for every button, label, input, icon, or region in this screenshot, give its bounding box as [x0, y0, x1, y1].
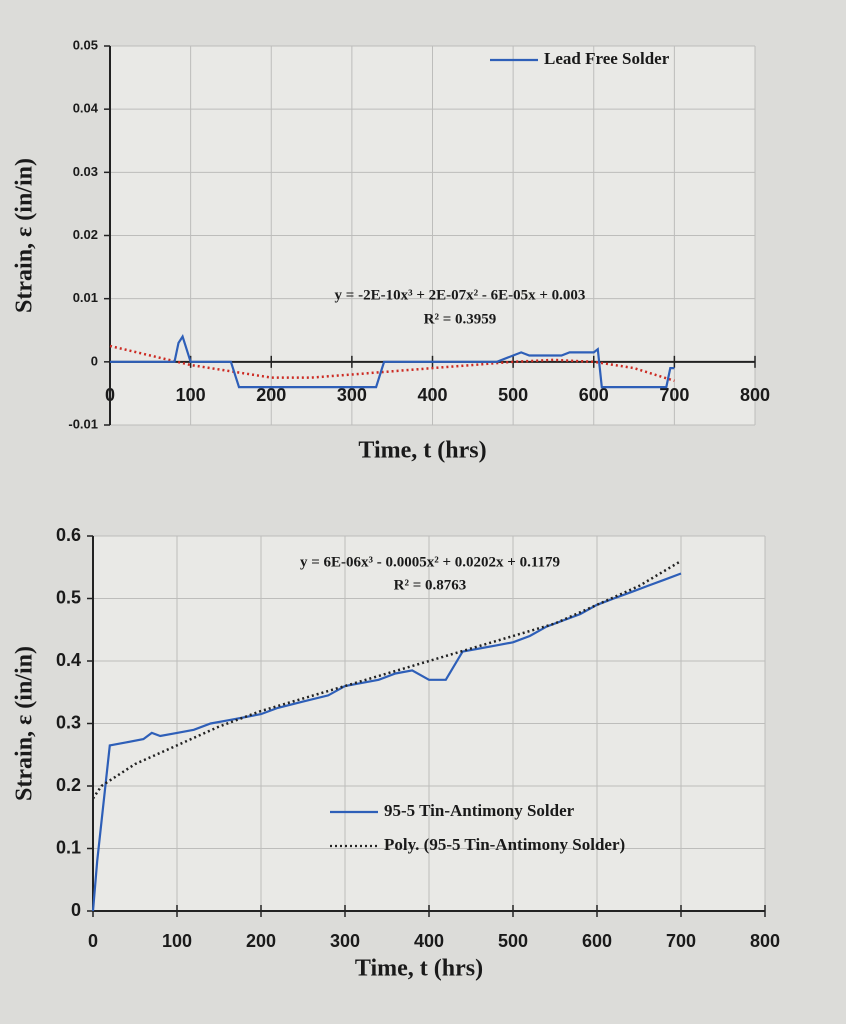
- x-tick-label: 400: [417, 385, 447, 405]
- y-tick-label: 0.4: [56, 650, 81, 670]
- x-tick-label: 600: [579, 385, 609, 405]
- y-axis-title: Strain, ε (in/in): [12, 646, 38, 801]
- x-axis-title: Time, t (hrs): [355, 956, 483, 982]
- x-tick-label: 500: [498, 385, 528, 405]
- x-tick-label: 500: [498, 931, 528, 951]
- legend-label: 95-5 Tin-Antimony Solder: [384, 801, 575, 820]
- y-tick-label: 0.6: [56, 525, 81, 545]
- x-axis-title: Time, t (hrs): [358, 438, 486, 464]
- y-tick-label: 0: [91, 353, 98, 368]
- series-line: [110, 334, 675, 389]
- y-tick-label: 0.01: [73, 290, 98, 305]
- y-tick-label: -0.01: [68, 416, 98, 431]
- annotation: R² = 0.8763: [394, 577, 467, 593]
- y-tick-label: 0.04: [73, 101, 99, 116]
- x-tick-label: 200: [246, 931, 276, 951]
- y-tick-label: 0.5: [56, 587, 81, 607]
- x-tick-label: 100: [162, 931, 192, 951]
- x-tick-label: 800: [750, 931, 780, 951]
- annotation: y = 6E-06x³ - 0.0005x² + 0.0202x + 0.117…: [300, 554, 560, 570]
- x-tick-label: 300: [330, 931, 360, 951]
- y-tick-label: 0.3: [56, 712, 81, 732]
- x-tick-label: 200: [256, 385, 286, 405]
- x-tick-label: 0: [88, 931, 98, 951]
- x-tick-label: 100: [176, 385, 206, 405]
- x-tick-label: 700: [659, 385, 689, 405]
- annotation: y = -2E-10x³ + 2E-07x² - 6E-05x + 0.003: [335, 287, 586, 303]
- x-tick-label: 700: [666, 931, 696, 951]
- y-tick-label: 0.03: [73, 164, 98, 179]
- series-line: [91, 559, 682, 800]
- x-tick-label: 800: [740, 385, 770, 405]
- legend-label: Lead Free Solder: [544, 49, 670, 68]
- x-tick-label: 400: [414, 931, 444, 951]
- legend-label: Poly. (95-5 Tin-Antimony Solder): [384, 835, 625, 854]
- y-tick-label: 0.1: [56, 837, 81, 857]
- series-line: [91, 572, 682, 912]
- y-tick-label: 0: [71, 900, 81, 920]
- x-tick-label: 600: [582, 931, 612, 951]
- y-axis-title: Strain, ε (in/in): [12, 158, 38, 313]
- annotation: R² = 0.3959: [424, 311, 497, 327]
- y-tick-label: 0.05: [73, 37, 98, 52]
- y-tick-label: 0.2: [56, 775, 81, 795]
- y-tick-label: 0.02: [73, 227, 98, 242]
- trendline: [109, 344, 675, 382]
- x-tick-label: 300: [337, 385, 367, 405]
